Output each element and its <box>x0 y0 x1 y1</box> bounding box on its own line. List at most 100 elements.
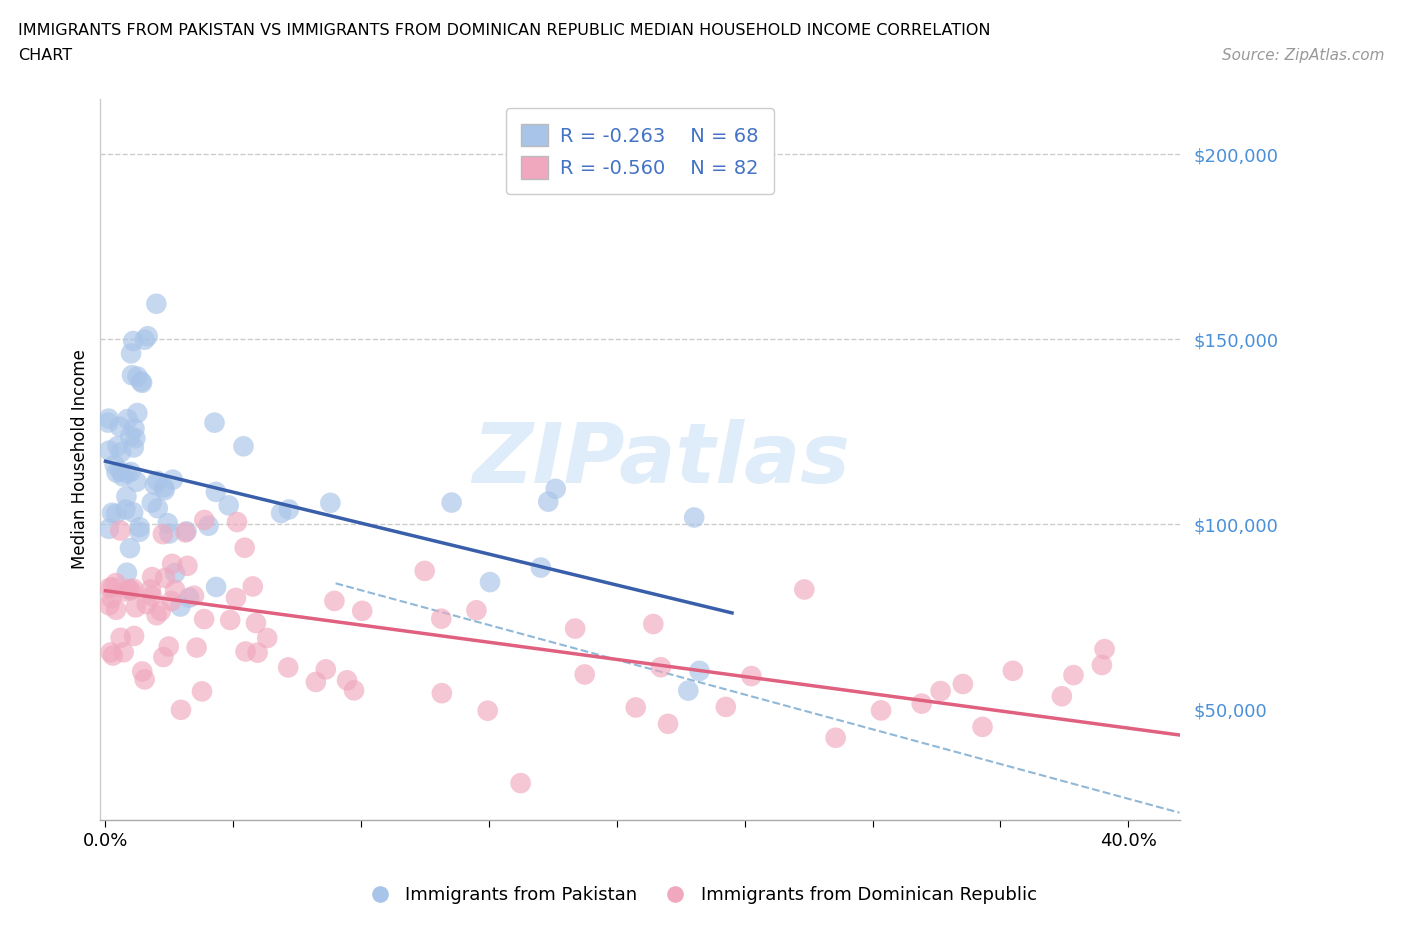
Point <box>174 525 197 539</box>
Point <box>179 591 201 605</box>
Point <box>929 684 952 698</box>
Text: IMMIGRANTS FROM PAKISTAN VS IMMIGRANTS FROM DOMINICAN REPUBLIC MEDIAN HOUSEHOLD : IMMIGRANTS FROM PAKISTAN VS IMMIGRANTS F… <box>18 23 991 38</box>
Point <box>1094 642 1116 657</box>
Point <box>793 582 815 597</box>
Point <box>277 660 299 675</box>
Point <box>122 629 145 644</box>
Point <box>97 411 120 426</box>
Point <box>235 644 257 659</box>
Point <box>870 703 893 718</box>
Point <box>120 465 142 480</box>
Point <box>100 645 122 660</box>
Point <box>110 631 132 645</box>
Point <box>115 565 138 580</box>
Point <box>122 581 145 596</box>
Point <box>972 720 994 735</box>
Point <box>740 669 762 684</box>
Point <box>125 474 148 489</box>
Point <box>1091 658 1114 672</box>
Point <box>186 640 208 655</box>
Point <box>352 604 374 618</box>
Point <box>127 369 149 384</box>
Point <box>107 439 129 454</box>
Point <box>111 469 134 484</box>
Point <box>643 617 665 631</box>
Point <box>120 429 142 444</box>
Point <box>574 667 596 682</box>
Point <box>146 500 169 515</box>
Point <box>315 662 337 677</box>
Point <box>176 558 198 573</box>
Point <box>343 683 366 698</box>
Point <box>118 540 141 555</box>
Point <box>226 514 249 529</box>
Point <box>233 540 256 555</box>
Point <box>170 702 193 717</box>
Point <box>162 472 184 487</box>
Point <box>319 496 342 511</box>
Text: ZIPatlas: ZIPatlas <box>472 418 851 500</box>
Point <box>205 485 228 499</box>
Point <box>124 431 146 445</box>
Point <box>153 480 176 495</box>
Point <box>104 458 127 472</box>
Point <box>122 505 145 520</box>
Point <box>952 676 974 691</box>
Point <box>136 329 159 344</box>
Point <box>270 506 292 521</box>
Point <box>149 604 172 618</box>
Point <box>101 579 124 594</box>
Point <box>657 716 679 731</box>
Point <box>135 597 157 612</box>
Point <box>544 482 567 497</box>
Point <box>430 685 453 700</box>
Point <box>157 639 180 654</box>
Point <box>120 583 142 598</box>
Point <box>121 367 143 382</box>
Point <box>165 565 187 580</box>
Point <box>1050 689 1073 704</box>
Point <box>430 611 453 626</box>
Point <box>122 334 145 349</box>
Point <box>219 613 242 628</box>
Point <box>131 376 153 391</box>
Point <box>191 684 214 698</box>
Point <box>169 599 191 614</box>
Point <box>122 440 145 455</box>
Point <box>323 593 346 608</box>
Point <box>145 608 167 623</box>
Point <box>204 415 226 430</box>
Point <box>689 663 711 678</box>
Point <box>465 603 488 618</box>
Point <box>125 600 148 615</box>
Point <box>714 699 737 714</box>
Point <box>193 512 215 527</box>
Point <box>115 489 138 504</box>
Point <box>245 616 267 631</box>
Point <box>127 405 149 420</box>
Point <box>141 589 163 604</box>
Point <box>97 522 120 537</box>
Point <box>246 645 269 660</box>
Point <box>564 621 586 636</box>
Point <box>305 674 328 689</box>
Point <box>114 584 136 599</box>
Point <box>124 421 146 436</box>
Point <box>197 518 219 533</box>
Point <box>225 591 247 605</box>
Point <box>108 419 131 434</box>
Point <box>139 582 162 597</box>
Point <box>911 697 934 711</box>
Point <box>477 703 499 718</box>
Point <box>141 570 163 585</box>
Point <box>100 591 122 605</box>
Point <box>160 556 183 571</box>
Point <box>157 526 180 541</box>
Point <box>205 579 228 594</box>
Point <box>146 473 169 488</box>
Text: CHART: CHART <box>18 48 72 63</box>
Point <box>624 700 647 715</box>
Point <box>176 524 198 538</box>
Point <box>118 581 141 596</box>
Point <box>128 525 150 539</box>
